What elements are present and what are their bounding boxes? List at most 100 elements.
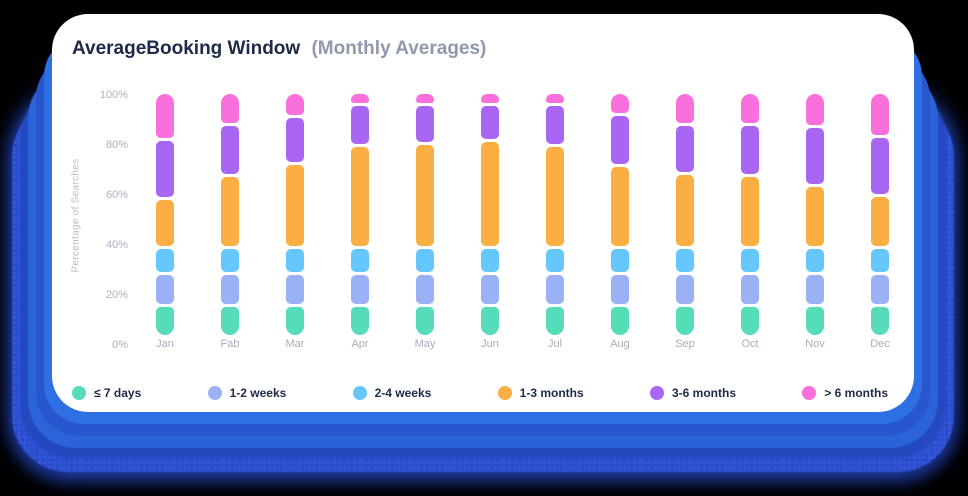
legend-item[interactable]: 2-4 weeks xyxy=(352,386,432,400)
bar-segment xyxy=(871,275,889,304)
x-tick-label-mar: Mar xyxy=(285,338,305,350)
bar-segment xyxy=(741,125,759,174)
bar-segment xyxy=(416,275,434,304)
legend-item[interactable]: > 6 months xyxy=(802,386,888,400)
chart-title-row: AverageBooking Window (Monthly Averages) xyxy=(72,38,486,60)
legend-dot-icon xyxy=(352,386,367,400)
x-tick-label-jun: Jun xyxy=(481,338,499,350)
y-tick-label: 40% xyxy=(105,239,128,251)
bar-column-apr xyxy=(351,94,369,335)
bar-column-oct xyxy=(741,94,759,335)
bar-column-mar xyxy=(286,94,304,335)
x-tick-label-fab: Fab xyxy=(220,338,240,350)
bar-column-aug xyxy=(611,94,629,335)
bar-segment xyxy=(741,248,759,272)
bar-segment xyxy=(156,94,174,138)
bar-column-nov xyxy=(806,94,824,335)
bar-segment xyxy=(221,248,239,272)
bar-segment xyxy=(546,248,564,272)
bar-segment xyxy=(286,306,304,335)
bar-segment xyxy=(871,138,889,194)
legend-label: 1-3 months xyxy=(519,386,584,400)
bar-segment xyxy=(481,306,499,335)
bar-segment xyxy=(806,187,824,246)
legend-label: 1-2 weeks xyxy=(229,386,287,400)
bar-column-sep xyxy=(676,94,694,335)
bar-segment xyxy=(676,248,694,272)
bar-segment xyxy=(156,275,174,304)
bar-segment xyxy=(221,275,239,304)
legend-item[interactable]: 1-3 months xyxy=(497,386,584,400)
bar-segment xyxy=(546,94,564,103)
bar-segment xyxy=(286,248,304,272)
chart-subtitle: (Monthly Averages) xyxy=(311,38,487,59)
legend-label: 3-6 months xyxy=(671,386,736,400)
bar-segment xyxy=(546,147,564,246)
x-tick-label-oct: Oct xyxy=(741,338,759,350)
x-tick-label-jan: Jan xyxy=(156,338,174,350)
bar-segment xyxy=(481,105,499,139)
bar-segment xyxy=(351,275,369,304)
bar-segment xyxy=(806,128,824,184)
bar-column-jan xyxy=(156,94,174,335)
bar-segment xyxy=(741,275,759,304)
bar-segment xyxy=(871,306,889,335)
bar-segment xyxy=(871,248,889,272)
legend-dot-icon xyxy=(802,386,817,400)
bar-segment xyxy=(351,94,369,103)
bar-segment xyxy=(286,94,304,115)
x-tick-label-may: May xyxy=(414,338,436,350)
bar-segment xyxy=(871,94,889,135)
bar-segment xyxy=(221,306,239,335)
bar-segment xyxy=(416,105,434,142)
y-axis-label: Percentage of Searches xyxy=(70,158,82,273)
legend-label: > 6 months xyxy=(824,386,888,400)
bar-segment xyxy=(481,275,499,304)
bar-segment xyxy=(156,140,174,197)
legend-item[interactable]: 1-2 weeks xyxy=(207,386,287,400)
bar-segment xyxy=(611,306,629,335)
x-tick-label-jul: Jul xyxy=(547,338,563,350)
bar-segment xyxy=(416,248,434,272)
bar-column-jul xyxy=(546,94,564,335)
bar-column-may xyxy=(416,94,434,335)
bar-segment xyxy=(286,164,304,246)
bar-segment xyxy=(156,306,174,335)
bar-segment xyxy=(676,94,694,123)
bar-segment xyxy=(806,94,824,125)
bar-segment xyxy=(546,275,564,304)
bar-segment xyxy=(546,105,564,144)
y-tick-label: 0% xyxy=(112,339,128,351)
bar-segment xyxy=(416,144,434,246)
bar-segment xyxy=(611,94,629,113)
bar-segment xyxy=(286,275,304,304)
bar-segment xyxy=(741,177,759,246)
y-tick-label: 20% xyxy=(105,289,128,301)
bar-segment xyxy=(611,248,629,272)
legend-dot-icon xyxy=(72,386,86,400)
chart-legend: ≤ 7 days 1-2 weeks 2-4 weeks 1-3 months 3-6 … xyxy=(52,386,914,400)
legend-dot-icon xyxy=(649,386,664,400)
x-tick-label-aug: Aug xyxy=(610,338,630,350)
bar-segment xyxy=(741,306,759,335)
legend-item[interactable]: ≤ 7 days xyxy=(72,386,141,400)
bar-segment xyxy=(806,306,824,335)
bar-segment xyxy=(806,248,824,272)
y-tick-label: 80% xyxy=(105,139,128,151)
legend-dot-icon xyxy=(207,386,222,400)
x-tick-label-nov: Nov xyxy=(805,338,825,350)
bar-column-fab xyxy=(221,94,239,335)
bar-segment xyxy=(546,306,564,335)
y-tick-label: 60% xyxy=(105,189,128,201)
legend-label: 2-4 weeks xyxy=(374,386,432,400)
legend-label: ≤ 7 days xyxy=(94,386,142,400)
bar-segment xyxy=(156,199,174,246)
x-tick-label-sep: Sep xyxy=(675,338,695,350)
chart-title: AverageBooking Window xyxy=(72,38,301,59)
bar-segment xyxy=(221,94,239,123)
legend-item[interactable]: 3-6 months xyxy=(649,386,736,400)
bar-segment xyxy=(676,275,694,304)
bar-segment xyxy=(676,306,694,335)
bar-segment xyxy=(481,142,499,246)
